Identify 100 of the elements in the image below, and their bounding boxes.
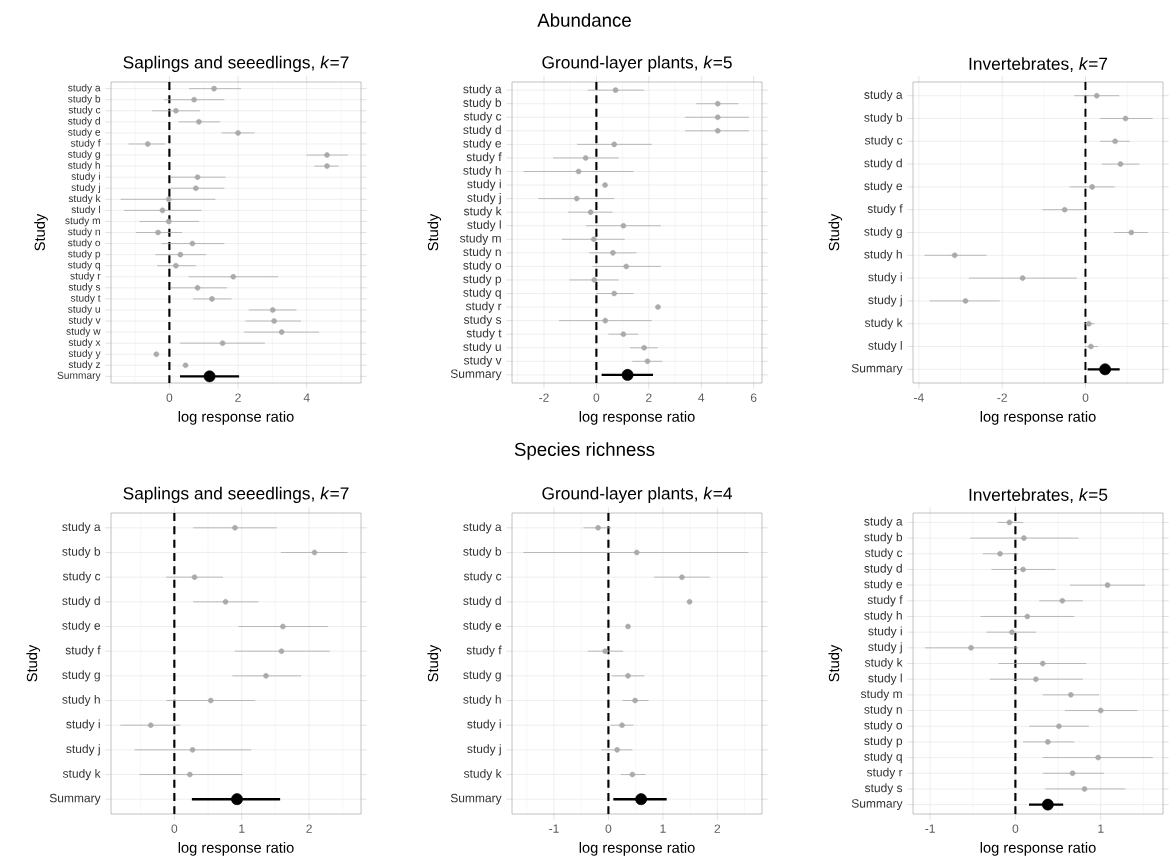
y-tick-label: study i	[467, 179, 501, 191]
point	[203, 370, 216, 383]
point	[591, 277, 598, 283]
y-tick-label: study j	[868, 295, 902, 307]
y-tick-label: study n	[864, 704, 902, 717]
y-tick-label: study f	[65, 645, 101, 657]
point	[714, 128, 721, 134]
y-tick-label: study m	[65, 216, 100, 227]
point	[635, 793, 647, 806]
y-tick-label: study y	[68, 349, 101, 359]
y-tick-label: study j	[66, 744, 100, 756]
point	[159, 207, 166, 214]
y-tick-label: study q	[68, 260, 100, 271]
y-tick-label: study n	[68, 227, 100, 238]
point	[625, 673, 631, 679]
x-axis-title: log response ratio	[579, 411, 695, 425]
y-tick-label: study d	[68, 117, 100, 127]
y-tick-label: study k	[864, 657, 903, 670]
point	[623, 263, 630, 270]
x-tick-label: -4	[914, 393, 924, 402]
y-axis-title: Study	[828, 644, 843, 682]
y-tick-label: study i	[868, 626, 902, 638]
point	[629, 771, 636, 778]
y-tick-label: study v	[463, 355, 502, 367]
point	[573, 195, 580, 202]
y-tick-label: study t	[70, 294, 101, 304]
point	[602, 648, 608, 654]
y-tick-label: study a	[463, 522, 502, 534]
y-tick-label: study h	[463, 694, 501, 707]
y-tick-label: study d	[463, 125, 501, 137]
y-tick-label: Summary	[851, 799, 903, 811]
y-tick-label: study b	[68, 94, 101, 105]
point	[324, 152, 330, 158]
y-tick-label: study b	[864, 532, 903, 544]
y-tick-label: study p	[864, 736, 903, 748]
y-tick-label: study k	[62, 768, 101, 781]
y-tick-label: study f	[867, 595, 903, 607]
y-tick-label: study q	[864, 751, 902, 764]
y-tick-label: study m	[860, 689, 902, 701]
y-tick-label: study d	[864, 158, 902, 170]
y-tick-label: study h	[62, 694, 100, 707]
point	[1122, 115, 1129, 122]
point	[1099, 363, 1111, 376]
x-axis-title: log response ratio	[980, 411, 1096, 425]
y-tick-label: study b	[62, 546, 101, 559]
point	[620, 331, 627, 338]
y-tick-label: study v	[68, 316, 101, 326]
y-tick-label: study a	[864, 516, 903, 529]
point	[655, 304, 661, 310]
x-tick-label: -2	[539, 393, 549, 402]
y-axis-title: Study	[427, 644, 442, 682]
x-tick-label: 0	[593, 393, 600, 402]
y-tick-label: study j	[467, 744, 501, 756]
point	[147, 722, 154, 728]
y-tick-label: study a	[463, 84, 502, 96]
point	[714, 114, 721, 121]
y-tick-label: study a	[864, 90, 903, 102]
point	[191, 574, 198, 580]
y-tick-label: study h	[864, 249, 902, 261]
x-tick-label: -2	[997, 393, 1007, 402]
point	[219, 340, 226, 346]
point	[222, 599, 229, 605]
point	[575, 168, 582, 175]
point	[968, 645, 974, 651]
y-tick-label: study z	[68, 360, 101, 371]
point	[587, 209, 594, 215]
y-tick-label: study i	[467, 719, 501, 731]
x-tick-label: 1	[239, 824, 245, 833]
point	[194, 285, 201, 291]
point	[187, 771, 193, 778]
y-tick-label: study f	[70, 139, 101, 149]
y-tick-label: study o	[463, 260, 502, 272]
point	[1009, 629, 1015, 635]
point	[235, 130, 241, 136]
chart-title: Ground-layer plants, k=5	[542, 55, 732, 72]
point	[1069, 770, 1076, 777]
point	[280, 623, 286, 630]
point	[1093, 92, 1100, 99]
point	[209, 296, 215, 302]
y-tick-label: study u	[68, 305, 100, 315]
point	[632, 697, 638, 704]
y-tick-label: study j	[868, 642, 902, 654]
x-tick-label: 2	[235, 393, 241, 402]
chart-title: Saplings and seeedlings, k=7	[123, 55, 349, 72]
y-tick-label: study c	[62, 571, 101, 583]
point	[997, 550, 1003, 557]
y-tick-label: study i	[66, 719, 100, 731]
chart-title: Saplings and seeedlings, k=7	[123, 486, 349, 503]
point	[1019, 275, 1026, 281]
point	[1045, 739, 1051, 745]
point	[153, 351, 160, 358]
y-tick-label: Summary	[450, 369, 502, 381]
y-tick-label: study c	[463, 571, 502, 583]
y-tick-label: study o	[68, 238, 101, 249]
point	[612, 87, 619, 93]
x-tick-label: 2	[306, 824, 312, 833]
y-tick-label: study m	[459, 233, 501, 245]
x-tick-label: 0	[166, 393, 173, 402]
y-axis-title: Study	[427, 213, 442, 251]
y-tick-label: study k	[864, 318, 903, 330]
